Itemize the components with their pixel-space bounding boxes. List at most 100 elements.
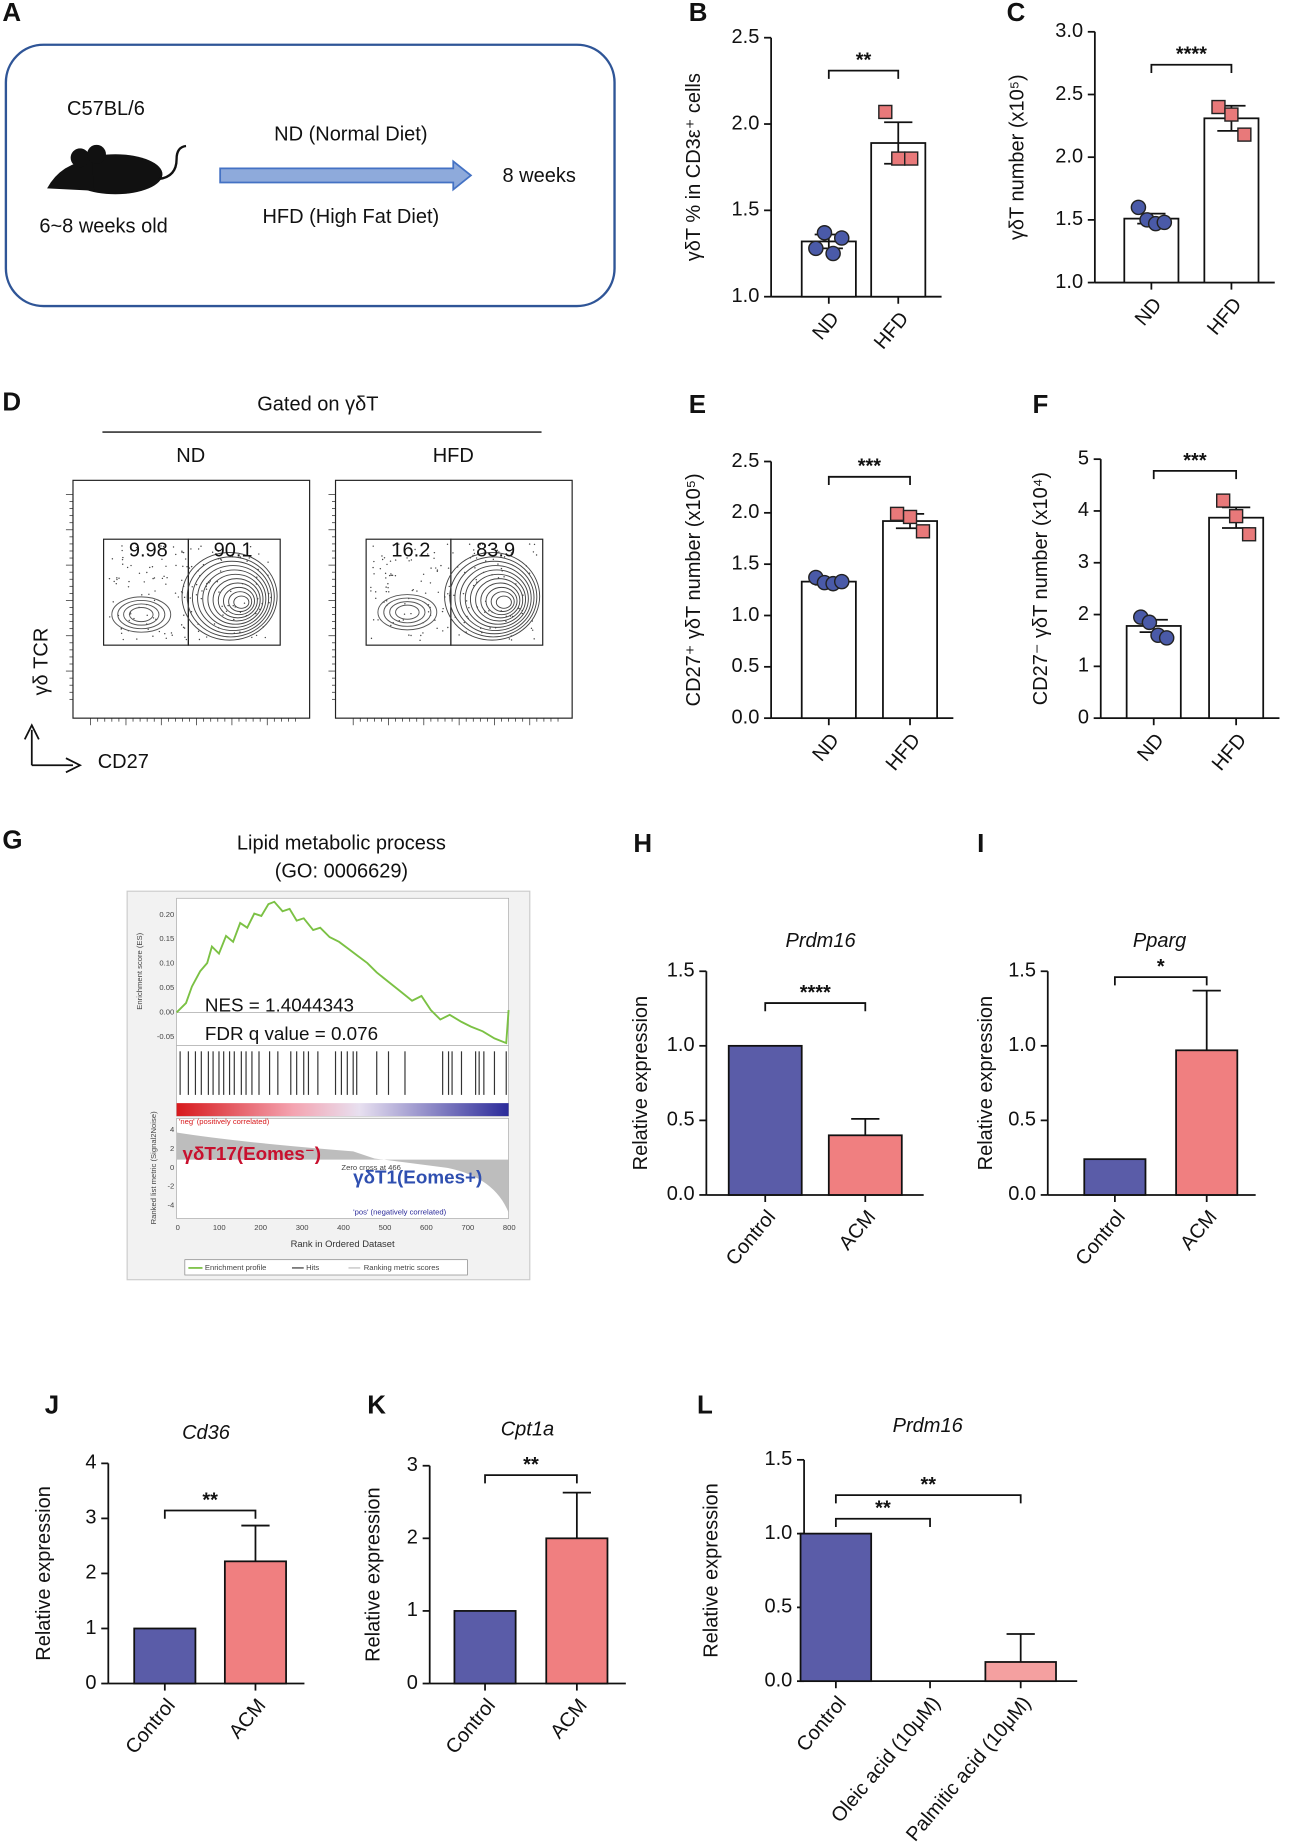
significance-label: **** [1176, 44, 1207, 66]
event-dot [465, 600, 468, 602]
data-point [808, 240, 824, 257]
event-dot [251, 636, 253, 639]
event-dot [184, 636, 186, 638]
event-dot [185, 638, 188, 641]
event-dot [406, 557, 408, 559]
event-dot [389, 560, 392, 562]
event-dot [248, 557, 250, 559]
contour [117, 599, 166, 630]
contour [495, 595, 512, 609]
event-dot [473, 552, 476, 555]
x-tick-label: Control [442, 1695, 500, 1759]
gate [450, 538, 544, 646]
event-dot [111, 558, 114, 560]
flow-plot [72, 479, 311, 719]
event-dot [385, 577, 387, 579]
event-dot [197, 548, 200, 550]
event-dot [390, 574, 392, 577]
event-dot [370, 637, 373, 640]
event-dot [183, 596, 186, 599]
event-dot [165, 637, 167, 639]
data-point [878, 104, 893, 120]
event-dot [410, 559, 413, 561]
x-tick-label: Control [793, 1692, 851, 1756]
event-dot [521, 612, 524, 615]
data-point [1237, 127, 1252, 142]
significance-bracket [484, 1474, 578, 1484]
y-tick-label: 1.0 [1055, 271, 1083, 293]
x-tick-label: HFD [870, 308, 913, 354]
rank-tick: 800 [503, 1223, 516, 1232]
event-dot [422, 573, 425, 576]
event-dot [191, 586, 193, 588]
x-tick-label: ACM [1176, 1206, 1221, 1254]
event-dot [462, 592, 465, 595]
panel-letter: B [689, 0, 708, 27]
y-tick-label: 3.0 [1055, 20, 1083, 42]
significance-bracket [827, 69, 900, 79]
event-dot [166, 577, 168, 579]
significance-label: *** [858, 456, 882, 478]
es-tick: 0.15 [159, 934, 174, 943]
y-tick-label: 2.5 [732, 450, 760, 472]
y-tick-label: 0.5 [764, 1596, 792, 1618]
data-point [1158, 630, 1175, 646]
chart-title: Prdm16 [893, 1415, 964, 1437]
event-dot [381, 555, 383, 557]
gate-value: 90.1 [214, 539, 253, 561]
event-dot [182, 551, 185, 554]
event-dot [427, 611, 430, 613]
panel-letter: L [697, 1392, 713, 1420]
rank-tick: 400 [337, 1223, 350, 1232]
event-dot [488, 610, 490, 612]
y-tick-label: 1.5 [1008, 960, 1036, 982]
enrichment-curve [175, 900, 510, 1045]
event-dot [164, 633, 166, 635]
metric-tick: -2 [167, 1182, 174, 1191]
rank-tick: 600 [420, 1223, 433, 1232]
event-dot [146, 571, 148, 574]
event-dot [116, 577, 118, 579]
event-dot [148, 593, 150, 596]
event-dot [112, 601, 114, 603]
event-dot [180, 624, 183, 626]
schema-box [4, 43, 616, 308]
data-point [891, 151, 906, 166]
event-dot [390, 624, 392, 627]
data-point [1130, 199, 1147, 216]
data-point [902, 509, 918, 525]
event-dot [436, 627, 438, 630]
significance-bracket [163, 1509, 257, 1519]
event-dot [447, 626, 449, 629]
event-dot [510, 552, 513, 554]
event-dot [186, 565, 188, 568]
event-dot [372, 545, 374, 547]
contour [129, 607, 154, 623]
contour [377, 594, 438, 631]
event-dot [379, 568, 382, 570]
bar [727, 1044, 803, 1196]
contour [383, 597, 432, 627]
y-tick-label: 2.0 [732, 112, 760, 134]
diet-nd: ND (Normal Diet) [274, 124, 427, 146]
significance-label: * [1157, 956, 1165, 978]
event-dot [190, 565, 193, 568]
data-point [1141, 614, 1158, 631]
metric-tick: 2 [170, 1144, 174, 1153]
zero-cross: Zero cross at 466 [341, 1163, 400, 1172]
metric-axis-label: Ranked list metric (Signal2Noise) [149, 1111, 158, 1224]
event-dot [420, 634, 422, 637]
event-dot [121, 563, 124, 565]
event-dot [473, 549, 475, 551]
event-dot [479, 543, 481, 546]
event-dot [184, 558, 187, 560]
y-tick-label: 0 [85, 1672, 96, 1694]
y-tick-label: 0.5 [667, 1109, 695, 1131]
event-dot [170, 632, 173, 634]
event-dot [442, 630, 444, 632]
event-dot [447, 567, 450, 569]
bar [827, 1134, 903, 1196]
rank-tick: 0 [176, 1223, 180, 1232]
event-dot [436, 570, 439, 573]
event-dot [149, 566, 151, 569]
